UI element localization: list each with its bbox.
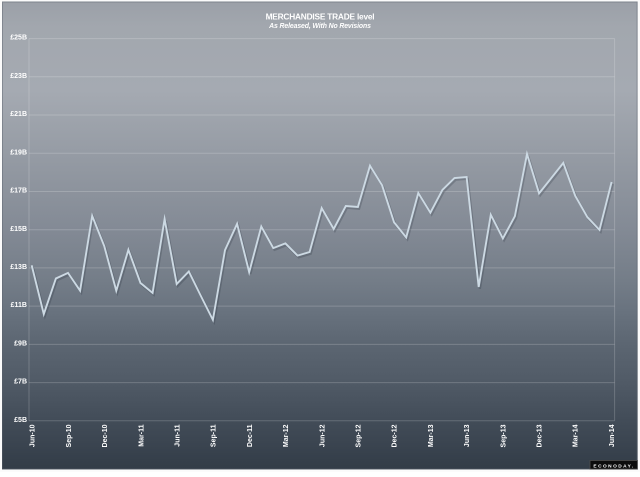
svg-text:Mar-13: Mar-13 (428, 424, 435, 447)
svg-text:£21B: £21B (10, 111, 27, 118)
svg-text:Mar-14: Mar-14 (573, 424, 580, 447)
svg-text:£7B: £7B (14, 379, 27, 386)
svg-text:Sep-10: Sep-10 (66, 424, 73, 447)
svg-text:£15B: £15B (10, 226, 27, 233)
svg-text:Dec-11: Dec-11 (247, 424, 254, 447)
svg-text:Dec-10: Dec-10 (102, 424, 109, 447)
svg-text:£5B: £5B (14, 417, 27, 424)
svg-text:£11B: £11B (11, 302, 27, 309)
svg-text:Jun-14: Jun-14 (609, 424, 616, 447)
svg-text:Jun-13: Jun-13 (464, 424, 471, 447)
svg-text:As Released, With No Revisions: As Released, With No Revisions (268, 23, 371, 30)
svg-text:MERCHANDISE TRADE level: MERCHANDISE TRADE level (266, 12, 375, 22)
svg-text:£19B: £19B (10, 149, 27, 156)
svg-text:£9B: £9B (14, 341, 27, 348)
svg-text:£13B: £13B (10, 264, 27, 271)
svg-text:Dec-13: Dec-13 (537, 424, 544, 447)
svg-text:Jun-10: Jun-10 (30, 424, 37, 447)
svg-text:Jun-12: Jun-12 (319, 424, 326, 447)
svg-text:£25B: £25B (10, 35, 27, 42)
svg-text:Sep-13: Sep-13 (500, 424, 507, 447)
svg-text:Sep-11: Sep-11 (211, 424, 218, 447)
svg-text:Mar-11: Mar-11 (138, 424, 145, 446)
svg-text:Dec-12: Dec-12 (392, 424, 399, 447)
svg-text:£17B: £17B (10, 188, 27, 195)
svg-text:ECONODAY.: ECONODAY. (593, 463, 634, 469)
svg-text:£23B: £23B (10, 73, 27, 80)
svg-text:Sep-12: Sep-12 (356, 424, 363, 447)
svg-text:Jun-11: Jun-11 (175, 424, 182, 446)
svg-text:Mar-12: Mar-12 (283, 424, 290, 447)
